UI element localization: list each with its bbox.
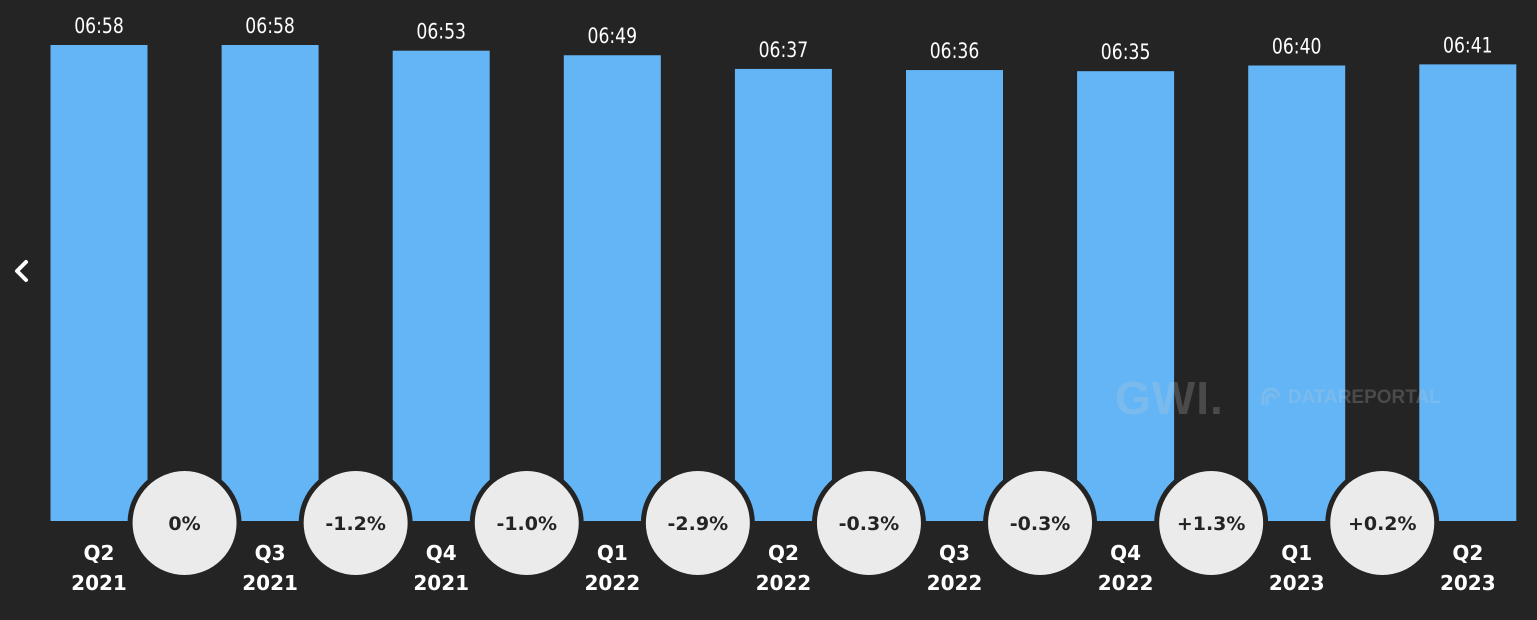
- change-label: -1.2%: [325, 513, 386, 535]
- change-label: +1.3%: [1177, 513, 1246, 535]
- bar: [563, 55, 661, 521]
- change-label: -1.0%: [496, 513, 557, 535]
- x-tick-label-quarter: Q3: [255, 541, 286, 565]
- change-bubble: [645, 471, 750, 575]
- change-label: -0.3%: [1010, 513, 1071, 535]
- x-tick-label-quarter: Q3: [939, 541, 970, 565]
- bar: [50, 45, 148, 521]
- bar: [221, 45, 319, 521]
- change-bubble: [303, 471, 408, 575]
- bar: [1419, 64, 1517, 521]
- x-tick-label-year: 2022: [927, 571, 983, 595]
- change-label: -0.3%: [839, 513, 900, 535]
- change-bubble: [816, 471, 921, 575]
- change-label: -2.9%: [668, 513, 729, 535]
- bar: [392, 50, 490, 521]
- x-tick-label-year: 2022: [584, 571, 640, 595]
- change-label: 0%: [168, 513, 200, 535]
- chevron-left-icon: [15, 260, 28, 282]
- data-label: 06:49: [588, 24, 638, 49]
- data-label: 06:35: [1101, 40, 1151, 65]
- bar: [734, 68, 832, 521]
- data-label: 06:40: [1272, 34, 1322, 59]
- data-label: 06:58: [245, 13, 295, 38]
- bar: [906, 70, 1003, 521]
- data-label: 06:41: [1443, 33, 1493, 58]
- change-bubble: [474, 471, 579, 575]
- bar: [1077, 71, 1175, 521]
- data-label: 06:53: [416, 19, 466, 44]
- change-label: +0.2%: [1348, 513, 1417, 535]
- x-tick-label-quarter: Q2: [1452, 541, 1483, 565]
- x-tick-label-year: 2022: [1098, 571, 1154, 595]
- change-bubble: [1159, 471, 1264, 575]
- x-tick-label-quarter: Q2: [84, 541, 115, 565]
- bar: [1248, 65, 1346, 521]
- previous-slide-button[interactable]: [8, 252, 36, 290]
- x-tick-label-year: 2023: [1269, 571, 1325, 595]
- x-tick-label-year: 2023: [1440, 571, 1496, 595]
- x-tick-label-quarter: Q1: [1281, 541, 1312, 565]
- x-tick-label-year: 2021: [71, 571, 127, 595]
- x-tick-label-year: 2022: [756, 571, 812, 595]
- x-tick-label-year: 2021: [413, 571, 469, 595]
- x-tick-label-quarter: Q4: [426, 541, 457, 565]
- data-label: 06:36: [930, 38, 980, 63]
- change-bubble: [132, 471, 237, 575]
- x-tick-label-quarter: Q4: [1110, 541, 1141, 565]
- x-tick-label-quarter: Q1: [597, 541, 628, 565]
- x-tick-label-year: 2021: [242, 571, 298, 595]
- change-bubble: [1330, 471, 1435, 575]
- data-label: 06:58: [74, 13, 124, 38]
- data-label: 06:37: [759, 37, 809, 62]
- x-tick-label-quarter: Q2: [768, 541, 799, 565]
- change-bubble: [988, 471, 1093, 575]
